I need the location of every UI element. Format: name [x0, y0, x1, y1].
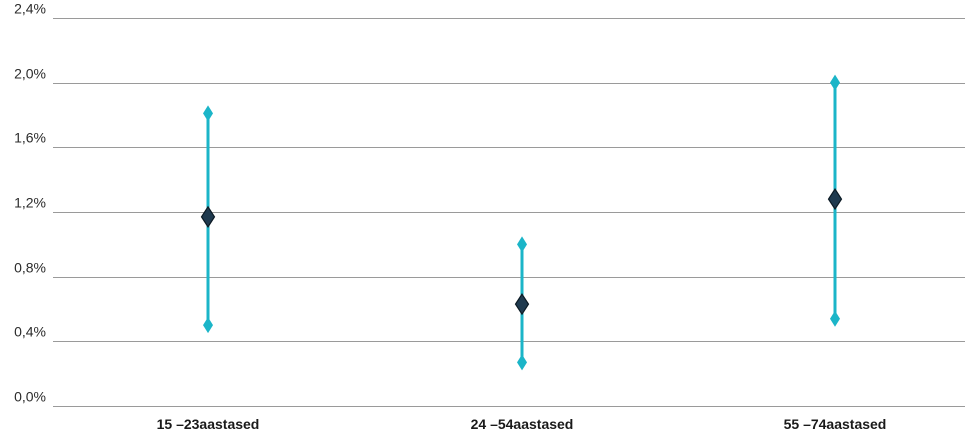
y-tick-label: 0,8% — [14, 260, 46, 276]
x-axis-category-labels: 15 –23aastased 24 –54aastased 55 –74aastas… — [157, 416, 887, 432]
x-category-label: 55 –74aastased — [784, 416, 887, 432]
gridlines — [53, 18, 965, 407]
range-low-marker — [203, 317, 213, 334]
range-low-marker — [830, 310, 840, 327]
y-tick-label: 2,0% — [14, 66, 46, 82]
point-marker — [514, 293, 530, 316]
range-high-marker — [203, 105, 213, 122]
range-high-marker — [517, 236, 527, 253]
y-tick-label: 1,6% — [14, 130, 46, 146]
y-tick-label: 0,0% — [14, 389, 46, 405]
point-marker — [200, 205, 216, 228]
point-marker — [827, 187, 843, 211]
x-category-label: 15 –23aastased — [157, 416, 260, 432]
range-low-marker — [517, 354, 527, 371]
range-high-marker — [830, 74, 840, 91]
y-tick-label: 1,2% — [14, 195, 46, 211]
y-tick-label: 0,4% — [14, 324, 46, 340]
x-category-label: 24 –54aastased — [471, 416, 574, 432]
y-axis-tick-labels: 0,0% 0,4% 0,8% 1,2% 1,6% 2,0% 2,4% — [14, 1, 46, 405]
point-series — [200, 187, 843, 316]
range-series — [203, 74, 840, 371]
y-tick-label: 2,4% — [14, 1, 46, 17]
